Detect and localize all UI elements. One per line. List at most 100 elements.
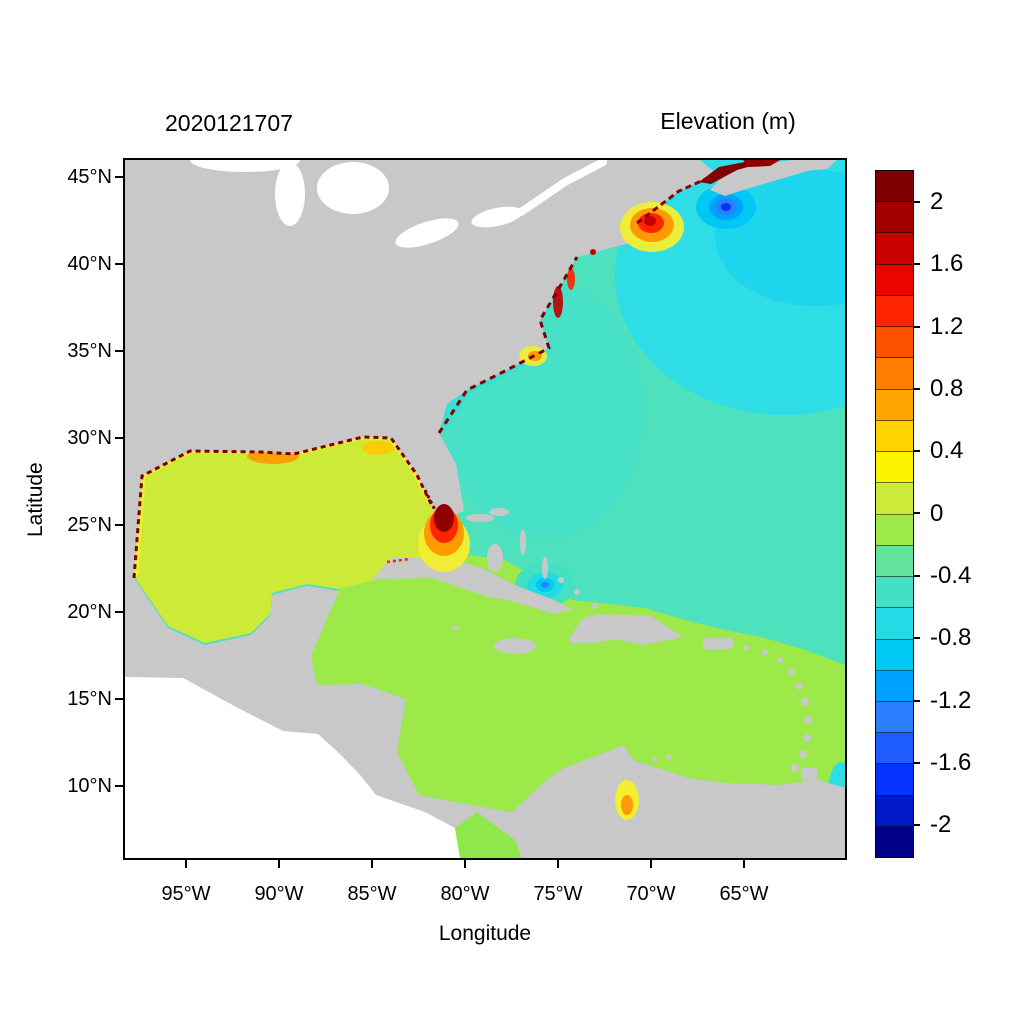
lake-ontario — [471, 206, 523, 228]
colorbar-segment — [876, 233, 913, 265]
colorbar-label-m1p6: -1.6 — [930, 749, 972, 776]
delaware-bay-high — [567, 268, 575, 290]
cape-breton-land — [797, 160, 837, 171]
colorbar-segment — [876, 795, 913, 827]
caribbean-sea-water — [311, 555, 845, 812]
x-tick-label-75w: 75°W — [533, 883, 583, 905]
colorbar-label-m1p2: -1.2 — [930, 687, 972, 714]
x-tick-label-90w: 90°W — [254, 883, 304, 905]
colorbar-tick-mark — [914, 762, 920, 764]
colorbar-segment — [876, 295, 913, 328]
colorbar-segment — [876, 670, 913, 702]
y-tick-mark — [115, 176, 124, 178]
colorbar-label-m0p4: -0.4 — [930, 562, 972, 589]
y-tick-label-30n: 30°N — [67, 427, 112, 449]
lake-superior — [190, 160, 300, 172]
colorbar-segment — [876, 639, 913, 671]
x-axis-label: Longitude — [438, 922, 532, 945]
puerto-rico-land — [703, 638, 733, 649]
colorbar-label-0: 0 — [930, 500, 944, 527]
y-tick-mark — [115, 437, 124, 439]
colorbar-segment — [876, 358, 913, 390]
cuba-coast-wet-cells — [386, 557, 411, 564]
y-tick-mark — [115, 350, 124, 352]
y-tick-label-40n: 40°N — [67, 253, 112, 275]
colorbar-segment — [876, 452, 913, 484]
gulf-of-mexico-water — [134, 434, 470, 643]
pacific-ocean-outside-domain — [125, 677, 460, 858]
y-tick-label-45n: 45°N — [67, 166, 112, 188]
y-tick-label-20n: 20°N — [67, 601, 112, 623]
east-coast-wet-cells — [437, 256, 579, 434]
gulf-coast-wet-cells — [132, 435, 434, 579]
y-tick-mark — [115, 611, 124, 613]
long-island-sound-high — [590, 249, 596, 255]
lesser-antilles-islands — [652, 645, 817, 780]
island — [803, 734, 811, 742]
colorbar-segment — [876, 764, 913, 796]
gulf-of-panama-water — [455, 812, 522, 858]
timestamp-title: 2020121707 — [165, 110, 293, 136]
island — [574, 589, 580, 595]
y-tick-label-15n: 15°N — [67, 688, 112, 710]
island — [466, 514, 494, 522]
colorbar-label-m0p8: -0.8 — [930, 624, 972, 651]
colorbar-tick-mark — [914, 700, 920, 702]
y-tick-mark — [115, 263, 124, 265]
colorbar-tick-mark — [914, 326, 920, 328]
x-tick-mark — [185, 860, 187, 868]
colorbar-tick-mark — [914, 263, 920, 265]
colorbar-segment — [876, 514, 913, 546]
colorbar-label-0p8: 0.8 — [930, 375, 964, 402]
colorbar-segment — [876, 733, 913, 765]
elevation-map — [125, 160, 845, 858]
island — [666, 754, 672, 760]
x-tick-mark — [464, 860, 466, 868]
nova-scotia-land — [710, 160, 829, 196]
island — [487, 544, 503, 572]
colorbar-label-m2: -2 — [930, 811, 952, 838]
island — [791, 764, 799, 772]
scotian-shelf-low-core — [721, 203, 731, 211]
colorbar-label-1p2: 1.2 — [930, 313, 964, 340]
y-tick-label-25n: 25°N — [67, 514, 112, 536]
lake-huron — [317, 162, 389, 214]
colorbar-label-0p4: 0.4 — [930, 437, 964, 464]
colorbar-segment — [876, 389, 913, 421]
colorbar-swatches — [876, 171, 913, 858]
colorbar — [875, 170, 914, 858]
north-south-america-land — [125, 160, 845, 858]
y-tick-mark — [115, 524, 124, 526]
massachusetts-bay-high-core — [644, 216, 656, 226]
island — [799, 750, 807, 758]
island — [795, 682, 803, 690]
hispaniola-land — [570, 614, 683, 645]
island — [762, 649, 768, 655]
bahamas-islands — [466, 508, 598, 609]
colorbar-segment — [876, 701, 913, 734]
colorbar-segment — [876, 420, 913, 453]
x-tick-mark — [557, 860, 559, 868]
jamaica-land — [494, 638, 536, 654]
lake-erie — [395, 218, 459, 248]
chesapeake-bay-high — [553, 286, 563, 318]
colorbar-segment — [876, 171, 913, 203]
island — [520, 529, 526, 555]
apalachee-bay-high — [362, 441, 394, 455]
colorbar-tick-mark — [914, 450, 920, 452]
y-tick-label-10n: 10°N — [67, 775, 112, 797]
colorbar-segment — [876, 483, 913, 515]
x-tick-label-70w: 70°W — [626, 883, 676, 905]
y-tick-label-35n: 35°N — [67, 340, 112, 362]
colorbar-tick-mark — [914, 388, 920, 390]
island — [558, 577, 564, 583]
colorbar-segment — [876, 545, 913, 578]
colorbar-tick-mark — [914, 201, 920, 203]
x-tick-mark — [650, 860, 652, 868]
colorbar-label-2: 2 — [930, 188, 944, 215]
island — [777, 657, 783, 663]
x-tick-label-85w: 85°W — [347, 883, 397, 905]
island — [592, 603, 598, 609]
colorbar-segment — [876, 327, 913, 359]
x-tick-label-65w: 65°W — [719, 883, 769, 905]
